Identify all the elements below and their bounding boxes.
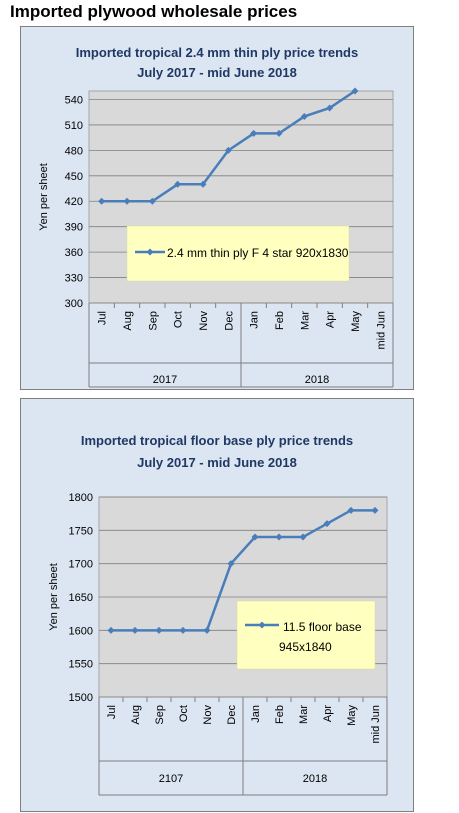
page-heading: Imported plywood wholesale prices: [10, 2, 298, 21]
legend-label: 2.4 mm thin ply F 4 star 920x1830: [167, 246, 349, 260]
floor-base-chart-svg: Imported tropical floor base ply price t…: [48, 433, 388, 796]
data-point: [224, 146, 232, 154]
data-point: [371, 506, 379, 514]
data-point: [199, 180, 207, 188]
x-tick-label: Nov: [202, 705, 214, 725]
data-point: [179, 626, 187, 634]
x-tick-label: mid Jun: [375, 311, 387, 350]
x-tick-label: Jan: [250, 705, 262, 723]
chart-title: Imported tropical floor base ply price t…: [81, 433, 353, 448]
data-point: [299, 533, 307, 541]
y-axis-label: Yen per sheet: [48, 563, 60, 630]
y-tick-label: 1550: [69, 659, 93, 671]
x-tick-label: May: [346, 705, 358, 726]
series-line: [111, 509, 375, 632]
y-tick-label: 360: [65, 247, 83, 259]
data-point: [98, 197, 106, 205]
group-label: 2018: [303, 773, 327, 785]
x-tick-label: Feb: [274, 311, 286, 330]
y-tick-label: 540: [65, 94, 83, 106]
x-tick-label: Sep: [147, 311, 159, 331]
x-tick-label: Mar: [299, 311, 311, 330]
data-point: [323, 520, 331, 528]
y-tick-label: 1600: [69, 625, 93, 637]
y-tick-label: 1800: [69, 492, 93, 504]
legend-box: [236, 600, 376, 670]
y-tick-label: 1700: [69, 559, 93, 571]
data-point: [131, 626, 139, 634]
data-point: [148, 197, 156, 205]
y-tick-label: 510: [65, 120, 83, 132]
data-point: [227, 560, 235, 568]
x-tick-label: Jul: [97, 311, 109, 325]
legend-symbol-marker: [258, 621, 266, 629]
data-point: [250, 129, 258, 137]
x-tick-label: Jul: [106, 705, 118, 719]
y-axis-label: Yen per sheet: [38, 163, 50, 230]
data-point: [155, 626, 163, 634]
legend-label: 945x1840: [279, 640, 332, 654]
legend-box: [126, 225, 350, 282]
data-point: [326, 104, 334, 112]
x-tick-label: Dec: [223, 311, 235, 331]
data-point: [174, 180, 182, 188]
y-tick-label: 1650: [69, 592, 93, 604]
data-point: [251, 533, 259, 541]
y-tick-label: 390: [65, 222, 83, 234]
floor-base-price-chart: Imported tropical floor base ply price t…: [20, 398, 414, 812]
y-tick-label: 420: [65, 196, 83, 208]
y-tick-label: 1500: [69, 692, 93, 704]
data-point: [275, 129, 283, 137]
x-tick-label: Dec: [226, 705, 238, 725]
thin-ply-chart-svg: Imported tropical 2.4 mm thin ply price …: [38, 45, 394, 388]
thin-ply-price-chart: Imported tropical 2.4 mm thin ply price …: [20, 26, 414, 390]
y-tick-label: 330: [65, 273, 83, 285]
x-tick-label: Feb: [274, 705, 286, 724]
x-tick-label: mid Jun: [370, 705, 382, 744]
group-label: 2107: [159, 773, 183, 785]
legend-label: 11.5 floor base: [283, 620, 362, 634]
data-point: [203, 626, 211, 634]
y-tick-label: 450: [65, 171, 83, 183]
x-tick-label: May: [350, 311, 362, 332]
x-tick-label: Nov: [198, 311, 210, 331]
data-point: [123, 197, 131, 205]
chart-title: Imported tropical 2.4 mm thin ply price …: [76, 45, 358, 60]
x-tick-label: Sep: [154, 705, 166, 725]
chart-subtitle: July 2017 - mid June 2018: [137, 65, 297, 80]
legend-symbol-marker: [146, 248, 154, 256]
data-point: [107, 626, 115, 634]
group-label: 2017: [153, 374, 177, 386]
x-tick-label: Mar: [298, 705, 310, 724]
y-tick-label: 300: [65, 298, 83, 310]
group-label: 2018: [305, 374, 329, 386]
y-tick-label: 480: [65, 145, 83, 157]
y-tick-label: 1750: [69, 525, 93, 537]
x-tick-label: Aug: [130, 705, 142, 725]
x-tick-label: Oct: [173, 311, 185, 328]
x-tick-label: Apr: [325, 311, 337, 328]
data-point: [300, 112, 308, 120]
data-point: [347, 506, 355, 514]
x-tick-label: Jan: [249, 311, 261, 329]
data-point: [275, 533, 283, 541]
x-tick-label: Oct: [178, 705, 190, 722]
chart-subtitle: July 2017 - mid June 2018: [137, 455, 297, 470]
x-tick-label: Aug: [122, 311, 134, 331]
x-tick-label: Apr: [322, 705, 334, 722]
data-point: [351, 87, 359, 95]
